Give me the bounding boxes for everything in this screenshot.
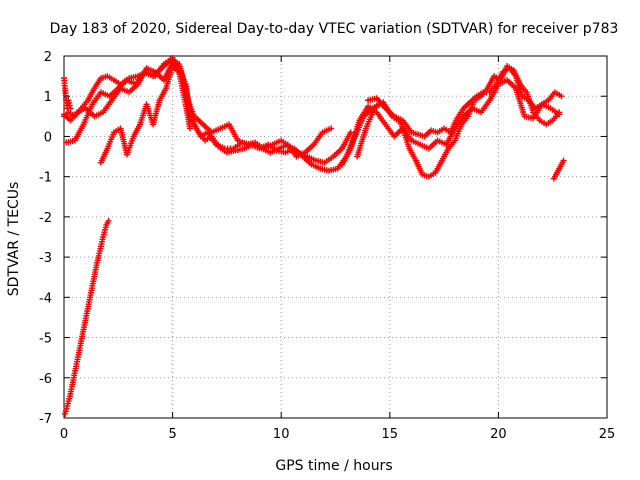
y-tick-label: -4: [39, 291, 52, 306]
y-tick-label: -2: [39, 211, 52, 226]
data-point: [347, 129, 354, 136]
data-point: [560, 157, 567, 164]
series-track-5: [365, 65, 565, 140]
data-point: [328, 125, 335, 132]
x-tick-label: 10: [273, 427, 290, 442]
x-tick-label: 25: [599, 427, 616, 442]
series-track-6: [354, 63, 563, 180]
data-point: [105, 217, 112, 224]
data-point: [556, 111, 563, 118]
y-tick-label: -6: [39, 372, 52, 387]
y-tick-label: 2: [44, 50, 52, 65]
series-track-10: [550, 157, 567, 182]
y-tick-label: -7: [39, 412, 52, 427]
data-point: [186, 125, 193, 132]
y-tick-label: -3: [39, 251, 52, 266]
x-tick-label: 0: [60, 427, 68, 442]
data-point: [558, 93, 565, 100]
chart-title: Day 183 of 2020, Sidereal Day-to-day VTE…: [50, 21, 619, 37]
x-tick-label: 5: [168, 427, 176, 442]
tick-labels: 0 5 10 15 20 25 -7 -6 -5 -4 -3 -2 -1 0 1 2: [39, 50, 615, 442]
x-tick-label: 15: [382, 427, 399, 442]
data-marks: [61, 55, 567, 417]
plot-frame: [63, 55, 608, 419]
series-track-4: [97, 63, 193, 166]
axis-ticks: [63, 55, 608, 419]
series-track-7: [339, 77, 563, 168]
x-axis-label: GPS time / hours: [275, 458, 392, 474]
y-tick-label: -1: [39, 171, 52, 186]
y-tick-label: -5: [39, 332, 52, 347]
series-track-9: [61, 75, 74, 112]
x-tick-label: 20: [490, 427, 507, 442]
data-point: [67, 105, 74, 112]
series-track-8: [62, 217, 112, 417]
y-tick-label: 1: [44, 90, 52, 105]
y-tick-label: 0: [44, 130, 52, 145]
y-axis-label: SDTVAR / TECUs: [6, 182, 22, 297]
